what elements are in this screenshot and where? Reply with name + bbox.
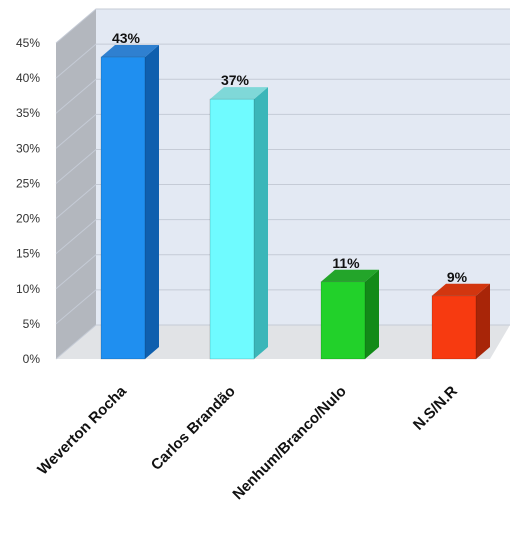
bar-side [145,45,159,360]
gridline [55,78,510,114]
y-tick-label: 0% [23,352,41,366]
gridline [55,113,510,149]
y-tick-label: 35% [16,106,40,120]
bar-front [320,281,366,360]
bar [320,269,379,360]
gridline [55,148,510,184]
data-labels: 43% 37% 11% 9% [112,30,468,285]
y-tick-label: 30% [16,141,40,155]
gridline [55,43,510,79]
x-axis-categories: Weverton Rocha Carlos BrandãoNenhum/Branc… [34,382,461,503]
bar-front [431,295,477,360]
floor [56,325,510,359]
bar [209,87,268,360]
category-label: Weverton Rocha [34,382,130,478]
bar-front [209,98,255,360]
bar-top [210,87,268,100]
bar-side [365,269,379,359]
y-tick-label: 15% [16,247,40,261]
bar-top [321,269,379,282]
y-tick-label: 40% [16,71,40,85]
y-tick-label: 10% [16,282,40,296]
category-label: Nenhum/Branco/Nulo [229,383,349,503]
chart-walls [56,9,510,359]
y-axis-ticks: 0% 5% 10% 15% 20% 25% 30% 35% 40% 45% [16,36,40,366]
category-label: Carlos Brandão [148,383,239,474]
bars [100,45,490,360]
data-label: 43% [112,30,141,46]
category-label: N.S/N.R [410,383,461,434]
bar-side [476,283,490,359]
bar-front [100,56,146,360]
gridline [55,8,510,44]
bar [431,283,490,360]
gridlines [55,8,510,360]
bar-top [101,45,159,58]
gridline [55,184,510,219]
data-label: 37% [221,72,250,88]
data-label: 11% [332,255,360,271]
back-wall [96,9,510,325]
y-tick-label: 25% [16,176,40,190]
y-tick-label: 5% [23,317,41,331]
bar-side [254,87,268,359]
side-wall [56,9,96,359]
bar [100,45,159,360]
bar-top [432,283,490,296]
y-tick-label: 45% [16,36,40,50]
gridline [55,254,510,290]
y-tick-label: 20% [16,212,40,226]
data-label: 9% [447,269,468,285]
gridline [55,219,510,255]
